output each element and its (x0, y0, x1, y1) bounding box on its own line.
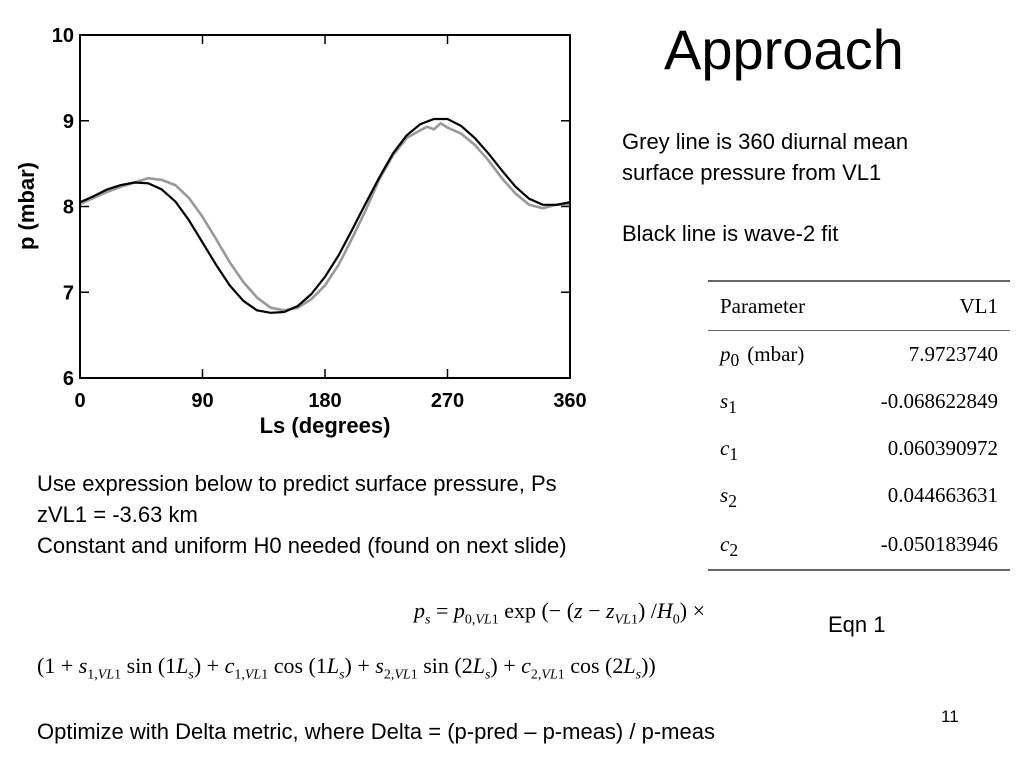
param-value: -0.068622849 (880, 389, 998, 413)
y-tick-label: 8 (63, 197, 74, 219)
series-line-grey (79, 122, 571, 312)
equation-label: Eqn 1 (828, 612, 886, 637)
table-row: c1 0.060390972 (708, 425, 1010, 472)
delta-metric-text: Optimize with Delta metric, where Delta … (37, 719, 715, 744)
slide-number: 11 (941, 707, 959, 726)
y-tick-label: 9 (63, 111, 74, 133)
param-symbol: s1 (720, 389, 737, 418)
param-value: 0.060390972 (887, 436, 998, 460)
y-tick-label: 7 (63, 282, 74, 304)
table-row: s1 -0.068622849 (708, 378, 1010, 425)
slide-title: Approach (664, 18, 904, 81)
series-line-black (79, 117, 571, 314)
instruction-line: Use expression below to predict surface … (37, 471, 557, 496)
table-header-parameter: Parameter (708, 280, 840, 331)
plot-series (79, 117, 571, 314)
grey-line-note-line: surface pressure from VL1 (622, 160, 882, 185)
x-tick-label: 270 (431, 390, 464, 412)
x-tick-label: 0 (74, 390, 85, 412)
x-tick-label: 360 (553, 390, 586, 412)
param-value: -0.050183946 (839, 519, 1010, 571)
param-symbol: s2 (720, 483, 737, 512)
instructions-block: Use expression below to predict surface … (37, 468, 567, 561)
param-symbol: c1 (720, 436, 739, 465)
parameter-table: Parameter VL1 p0 (mbar) 7.9723740 s1 -0.0686… (708, 280, 1010, 571)
parameter-table-wrap: Parameter VL1 p0 (mbar) 7.9723740 s1 -0.0686… (708, 280, 1010, 571)
param-value: 0.044663631 (887, 483, 998, 507)
pressure-chart: 0 90 180 270 360 6 7 8 9 10 Ls (degrees) p (mbar) (14, 25, 587, 438)
x-tick-label: 180 (308, 390, 341, 412)
param-symbol: p0 (mbar) (720, 342, 805, 371)
table-row: p0 (mbar) 7.9723740 (708, 331, 1010, 379)
instruction-line: zVL1 = -3.63 km (37, 502, 198, 527)
x-tick-label: 90 (191, 390, 213, 412)
param-value: 7.9723740 (908, 342, 998, 366)
plot-frame (79, 34, 571, 379)
param-symbol: c2 (708, 519, 840, 571)
grey-line-note: Grey line is 360 diurnal mean surface pr… (622, 126, 908, 188)
equation-line-1: ps = p0,VL1 exp (− (z − zVL1) /H0) × (414, 598, 706, 628)
axis-ticks: 0 90 180 270 360 6 7 8 9 10 (52, 25, 587, 412)
equation-line-2: (1 + s1,VL1 sin (1Ls) + c1,VL1 cos (1Ls)… (37, 653, 656, 683)
y-tick-label: 10 (52, 25, 74, 47)
y-tick-label: 6 (63, 368, 74, 390)
x-axis-label: Ls (degrees) (260, 413, 391, 438)
table-header-vl1: VL1 (839, 280, 1010, 331)
grey-line-note-line: Grey line is 360 diurnal mean (622, 129, 909, 154)
y-axis-label: p (mbar) (14, 162, 39, 250)
instruction-line: Constant and uniform H0 needed (found on… (37, 533, 567, 558)
table-row: c2 -0.050183946 (708, 519, 1010, 571)
black-line-note: Black line is wave-2 fit (622, 221, 839, 246)
table-row: s2 0.044663631 (708, 472, 1010, 519)
